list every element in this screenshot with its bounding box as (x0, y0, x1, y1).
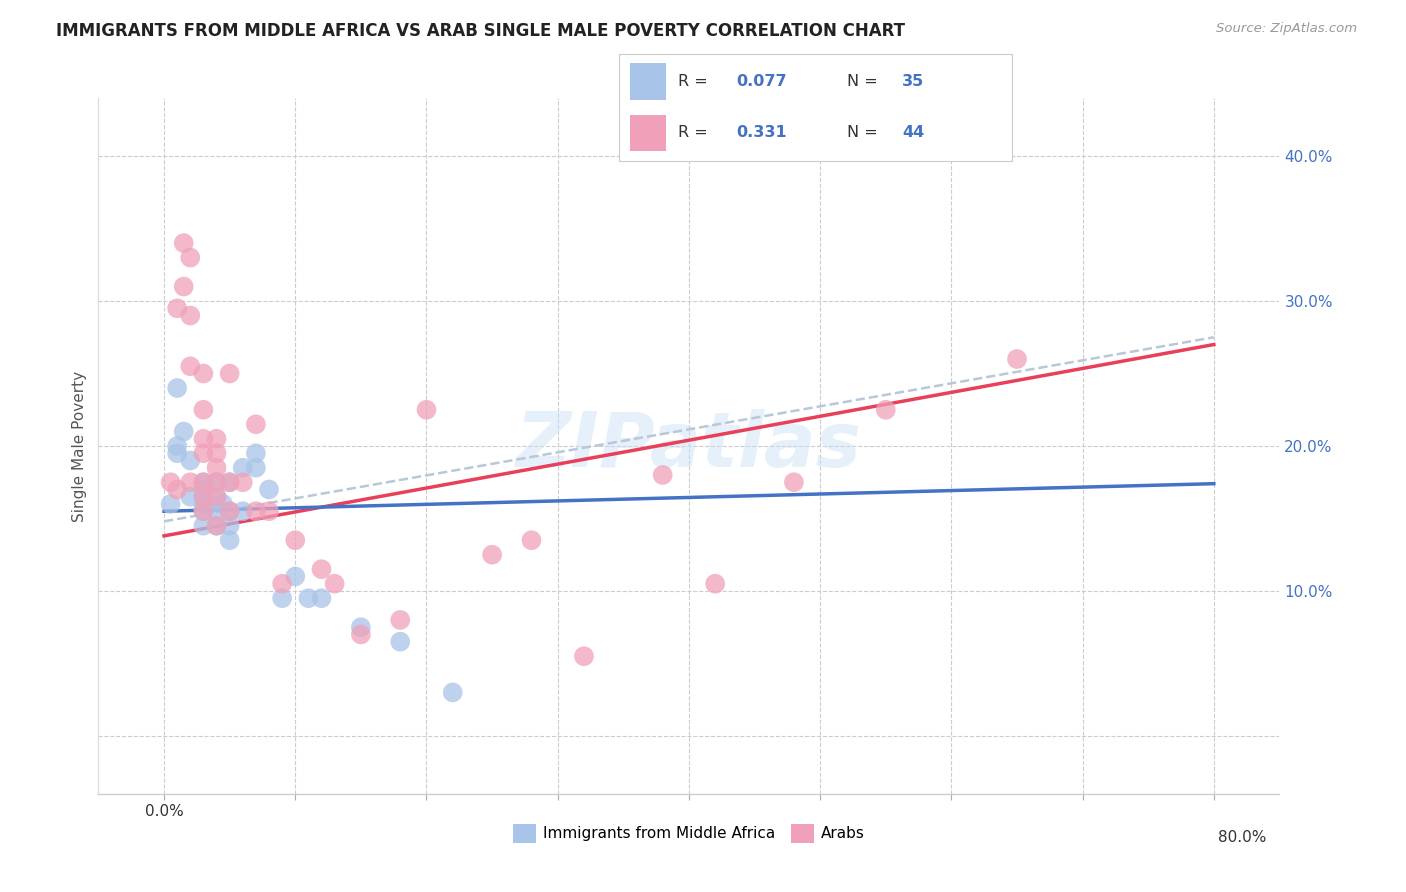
Point (166, 446, 188, 460)
Text: 44: 44 (903, 125, 924, 140)
Point (193, 367, 215, 381)
Point (218, 475, 240, 490)
Point (389, 634, 412, 648)
Point (159, 497, 181, 511)
Point (193, 497, 215, 511)
Point (875, 402, 897, 417)
Point (173, 279, 195, 293)
Point (193, 475, 215, 490)
Point (193, 504, 215, 518)
Point (232, 504, 254, 518)
Point (193, 475, 215, 490)
Point (166, 301, 188, 316)
Point (481, 548, 503, 562)
Point (205, 475, 228, 490)
Point (179, 490, 201, 504)
Point (783, 475, 806, 490)
Point (284, 533, 307, 548)
Point (297, 591, 319, 606)
Point (166, 483, 188, 497)
Point (232, 475, 254, 490)
Text: 0.331: 0.331 (737, 125, 787, 140)
Point (311, 591, 333, 606)
Text: N =: N = (846, 74, 883, 89)
Point (271, 591, 294, 606)
Point (218, 518, 240, 533)
Point (166, 439, 188, 453)
Point (232, 460, 254, 475)
Point (218, 504, 240, 518)
Text: Source: ZipAtlas.com: Source: ZipAtlas.com (1216, 22, 1357, 36)
Point (415, 402, 437, 417)
Point (245, 504, 267, 518)
Point (193, 446, 215, 460)
FancyBboxPatch shape (630, 114, 666, 151)
Point (311, 562, 333, 576)
Point (159, 475, 181, 490)
Point (218, 504, 240, 518)
Point (193, 483, 215, 497)
Point (271, 576, 294, 591)
Point (205, 475, 228, 490)
Point (245, 460, 267, 475)
Point (205, 518, 228, 533)
Point (179, 309, 201, 323)
Text: R =: R = (678, 125, 713, 140)
Point (441, 685, 464, 699)
Point (218, 533, 240, 548)
FancyBboxPatch shape (630, 63, 666, 100)
Point (198, 497, 221, 511)
Point (205, 460, 228, 475)
Point (520, 533, 543, 548)
Point (205, 446, 228, 460)
Point (205, 490, 228, 504)
Point (179, 475, 201, 490)
Point (704, 576, 727, 591)
Point (284, 569, 307, 583)
Text: 35: 35 (903, 74, 924, 89)
Text: ZIPatlas: ZIPatlas (516, 409, 862, 483)
Point (193, 518, 215, 533)
Point (179, 359, 201, 374)
Point (1005, 351, 1028, 366)
Point (651, 467, 673, 482)
Point (205, 518, 228, 533)
Point (173, 425, 195, 439)
Point (179, 251, 201, 265)
Point (205, 504, 228, 518)
Point (193, 402, 215, 417)
Point (166, 381, 188, 395)
Point (193, 490, 215, 504)
Text: 80.0%: 80.0% (1218, 830, 1267, 845)
Point (205, 432, 228, 446)
Text: 0.077: 0.077 (737, 74, 787, 89)
Point (350, 627, 373, 641)
Point (179, 453, 201, 467)
Point (173, 235, 195, 250)
Text: IMMIGRANTS FROM MIDDLE AFRICA VS ARAB SINGLE MALE POVERTY CORRELATION CHART: IMMIGRANTS FROM MIDDLE AFRICA VS ARAB SI… (56, 22, 905, 40)
Point (389, 613, 412, 627)
Point (257, 504, 280, 518)
Point (218, 475, 240, 490)
Point (212, 497, 235, 511)
Point (218, 367, 240, 381)
Point (350, 620, 373, 634)
Point (193, 504, 215, 518)
Point (245, 417, 267, 432)
Y-axis label: Single Male Poverty: Single Male Poverty (72, 370, 87, 522)
Point (245, 446, 267, 460)
Point (205, 490, 228, 504)
Point (193, 432, 215, 446)
Text: N =: N = (846, 125, 883, 140)
Text: R =: R = (678, 74, 713, 89)
Point (193, 490, 215, 504)
Point (572, 649, 595, 664)
Legend: Immigrants from Middle Africa, Arabs: Immigrants from Middle Africa, Arabs (506, 818, 872, 849)
Point (323, 576, 346, 591)
Point (257, 483, 280, 497)
